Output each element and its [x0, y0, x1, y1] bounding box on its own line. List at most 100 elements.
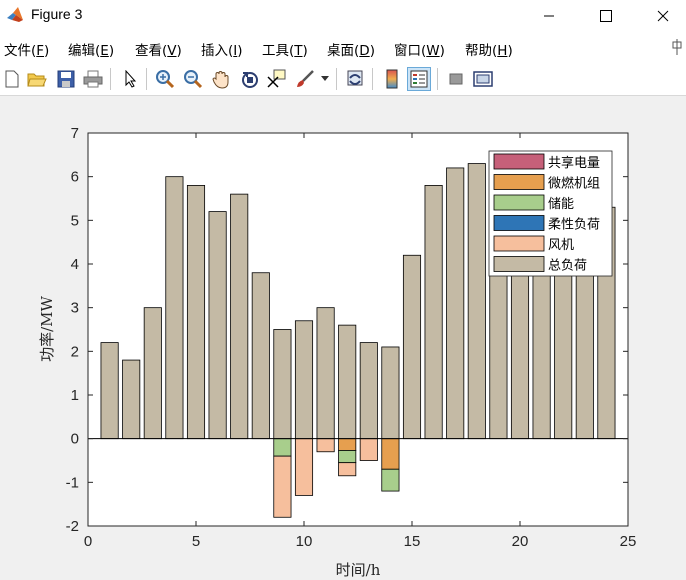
close-button[interactable]: [640, 0, 686, 31]
bar-total-load-4: [165, 176, 184, 440]
bar-total-load-9: [273, 329, 292, 440]
pointer-button[interactable]: [118, 67, 142, 91]
legend-icon: [410, 70, 428, 88]
menu-edit[interactable]: 编辑(E): [68, 43, 115, 59]
data-cursor-icon: [267, 69, 286, 88]
dock-icon: [473, 71, 493, 87]
legend-label: 储能: [548, 197, 574, 212]
toolbar-separator: [110, 68, 111, 90]
bar-total-load-10: [294, 320, 314, 440]
legend-swatch-micro-turbine: [493, 174, 545, 190]
link-button[interactable]: [343, 67, 367, 91]
x-tick-label: 10: [296, 533, 313, 550]
bar-total-load-6: [208, 211, 227, 440]
open-button[interactable]: [25, 67, 49, 91]
minimize-button[interactable]: [526, 0, 572, 31]
toolbar-separator: [437, 68, 438, 90]
bar-wind-13: [359, 438, 378, 461]
x-tick-label: 15: [404, 533, 421, 550]
legend-label: 柔性负荷: [548, 218, 600, 233]
zoom-out-button[interactable]: [181, 67, 205, 91]
zoom-in-icon: [156, 70, 175, 89]
print-icon: [83, 70, 103, 88]
minimize-icon: [544, 15, 554, 16]
brush-icon: [297, 70, 314, 87]
zoom-in-button[interactable]: [153, 67, 177, 91]
y-tick-label: 6: [71, 169, 79, 186]
legend-label: 共享电量: [548, 155, 600, 171]
bar-total-load-1: [100, 342, 119, 440]
pin-icon[interactable]: [670, 37, 684, 57]
bar-micro-turbine-14: [381, 438, 400, 470]
save-button[interactable]: [54, 67, 78, 91]
legend-label: 风机: [548, 238, 574, 253]
pan-button[interactable]: [209, 67, 233, 91]
toolbar: [0, 63, 686, 96]
bar-total-load-5: [186, 185, 206, 440]
menu-file[interactable]: 文件(F): [4, 43, 50, 59]
hide-tools-icon: [449, 73, 463, 85]
save-icon: [57, 70, 75, 88]
colorbar-button[interactable]: [380, 67, 404, 91]
bar-storage-9: [273, 438, 292, 457]
legend-box: [488, 150, 613, 277]
pointer-icon: [125, 70, 137, 88]
chart[interactable]: 0 5 10 15 20 25 -2 -1 0 1 2 3 4 5 6 7 时间/h 功率/MW 共享电量微…: [0, 96, 686, 580]
zoom-out-icon: [184, 70, 203, 89]
bar-total-load-17: [446, 167, 465, 440]
menu-help[interactable]: 帮助(H): [465, 43, 513, 59]
hide-tools-button[interactable]: [444, 67, 468, 91]
x-tick-label: 20: [512, 533, 529, 550]
bar-total-load-18: [467, 163, 486, 440]
bar-total-load-12: [338, 324, 357, 440]
maximize-button[interactable]: [583, 0, 629, 31]
menu-tools[interactable]: 工具(T): [262, 43, 308, 59]
window-title: Figure 3: [31, 6, 83, 22]
bar-total-load-13: [359, 342, 378, 440]
bar-total-load-16: [424, 185, 443, 440]
bar-total-load-14: [381, 346, 400, 440]
chevron-down-icon: [321, 76, 329, 81]
bar-total-load-11: [316, 307, 335, 440]
data-cursor-button[interactable]: [264, 67, 288, 91]
rotate-icon: [242, 72, 258, 88]
brush-button[interactable]: [293, 67, 317, 91]
matlab-icon: [7, 7, 23, 22]
legend-swatch-storage: [493, 194, 545, 211]
bar-total-load-8: [251, 272, 270, 440]
x-tick-label: 5: [192, 533, 200, 550]
menu-insert[interactable]: 插入(I): [201, 43, 243, 59]
brush-dropdown-button[interactable]: [318, 67, 332, 91]
new-figure-button[interactable]: [0, 67, 24, 91]
bar-wind-9: [273, 455, 292, 518]
x-tick-label: 0: [84, 533, 92, 550]
legend-swatch-wind: [493, 235, 545, 252]
menu-window[interactable]: 窗口(W): [394, 43, 445, 59]
y-tick-label: 1: [71, 387, 79, 404]
y-tick-label: 3: [71, 300, 79, 317]
y-tick-label: 7: [71, 125, 79, 142]
link-icon: [347, 70, 363, 86]
legend-button[interactable]: [407, 67, 431, 91]
pan-icon: [212, 71, 229, 89]
y-axis-label: 功率/MW: [38, 296, 56, 362]
dock-button[interactable]: [471, 67, 495, 91]
axes-box: [87, 132, 629, 527]
rotate-button[interactable]: [238, 67, 262, 91]
y-tick-label: -1: [66, 474, 79, 491]
bar-wind-11: [316, 438, 335, 453]
open-icon: [27, 73, 47, 87]
print-button[interactable]: [81, 67, 105, 91]
menu-desktop[interactable]: 桌面(D): [327, 43, 375, 59]
maximize-icon: [600, 9, 612, 22]
menu-view[interactable]: 查看(V): [135, 43, 182, 59]
y-tick-label: 5: [71, 212, 79, 229]
bar-micro-turbine-12: [338, 438, 357, 451]
colorbar-icon: [386, 69, 398, 89]
y-tick-label: 2: [71, 343, 79, 360]
bar-storage-14: [381, 468, 400, 492]
toolbar-separator: [372, 68, 373, 90]
legend-label: 总负荷: [548, 259, 587, 274]
legend-label: 微燃机组: [548, 176, 600, 192]
